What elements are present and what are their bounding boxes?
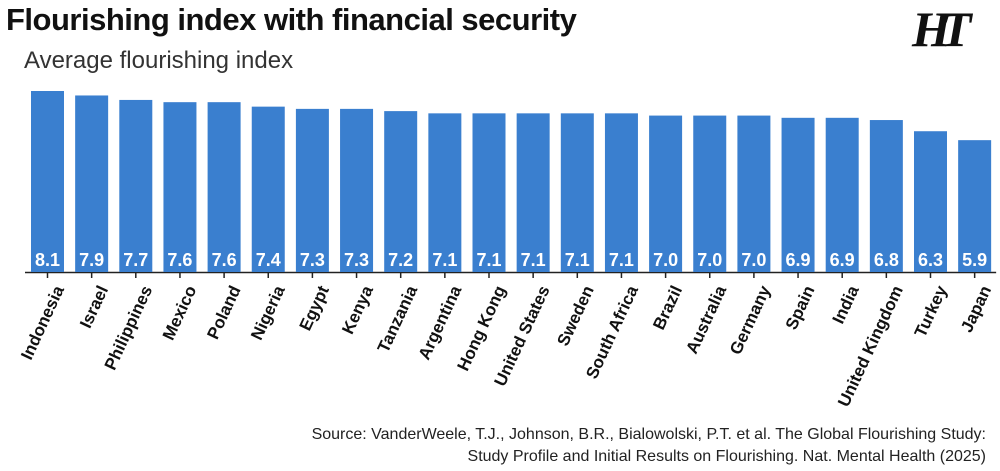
bar-kenya [340, 108, 374, 272]
bar-egypt [295, 108, 329, 272]
x-tick-label: Poland [203, 283, 244, 342]
value-label: 7.1 [432, 250, 457, 270]
bar-india [825, 117, 859, 272]
x-tick-label: Kenya [338, 282, 377, 337]
value-label: 7.1 [476, 250, 501, 270]
value-label: 7.1 [609, 250, 634, 270]
x-tick-label: India [829, 282, 863, 326]
x-tick-label: Australia [682, 282, 730, 356]
x-tick-label: Germany [726, 282, 775, 357]
source-line-2: Study Profile and Initial Results on Flo… [467, 448, 986, 465]
bar-south-africa [604, 113, 638, 273]
value-label: 7.0 [741, 250, 766, 270]
value-label: 7.0 [697, 250, 722, 270]
x-tick-label: Nigeria [247, 282, 289, 343]
bar-argentina [428, 113, 462, 273]
value-label: 7.1 [521, 250, 546, 270]
bar-indonesia [31, 91, 64, 272]
bar-spain [781, 117, 815, 272]
bar-united-states [516, 113, 550, 273]
value-label: 7.3 [344, 250, 369, 270]
value-label: 7.4 [256, 250, 281, 270]
x-tick-label: Sweden [553, 283, 597, 349]
chart-subtitle: Average flourishing index [24, 47, 294, 74]
x-tick-label: Japan [957, 283, 995, 336]
bar-germany [737, 115, 771, 272]
value-label: 7.9 [79, 250, 104, 270]
x-tick-label: Spain [782, 283, 819, 333]
x-tick-label: Mexico [159, 283, 201, 343]
bar-israel [75, 95, 109, 272]
x-tick-label: Indonesia [17, 282, 68, 362]
x-tick-label: Israel [76, 283, 112, 331]
value-label: 7.7 [123, 250, 148, 270]
bar-brazil [649, 115, 683, 272]
x-tick-label: Turkey [911, 282, 951, 340]
bar-japan [958, 140, 992, 272]
value-label: 7.1 [565, 250, 590, 270]
source-note: Source: VanderWeele, T.J., Johnson, B.R.… [312, 424, 986, 468]
bar-nigeria [251, 106, 285, 273]
x-tick-label: Brazil [649, 283, 686, 333]
bar-poland [207, 102, 241, 272]
bar-mexico [163, 102, 197, 272]
bar-sweden [560, 113, 594, 273]
value-label: 6.9 [786, 250, 811, 270]
value-label: 7.6 [212, 250, 237, 270]
value-label: 7.0 [653, 250, 678, 270]
bar-united-kingdom [869, 120, 903, 273]
value-label: 5.9 [962, 250, 987, 270]
value-label: 7.6 [167, 250, 192, 270]
bar-hong-kong [472, 113, 506, 273]
x-tick-label: Argentina [415, 282, 466, 362]
x-tick-label: Tanzania [374, 282, 422, 355]
chart-title: Flourishing index with financial securit… [6, 2, 577, 37]
bar-turkey [914, 131, 947, 272]
value-label: 7.3 [300, 250, 325, 270]
value-label: 6.9 [830, 250, 855, 270]
bar-philippines [119, 99, 153, 273]
x-tick-label: Egypt [296, 282, 333, 333]
source-line-1: Source: VanderWeele, T.J., Johnson, B.R.… [311, 426, 986, 443]
value-label: 6.3 [918, 250, 943, 270]
value-label: 6.8 [874, 250, 899, 270]
bar-australia [693, 115, 727, 272]
value-label: 7.2 [388, 250, 413, 270]
value-label: 8.1 [35, 250, 60, 270]
bar-chart: 8.1Indonesia7.9Israel7.7Philippines7.6Me… [17, 91, 997, 410]
bar-tanzania [384, 111, 418, 272]
